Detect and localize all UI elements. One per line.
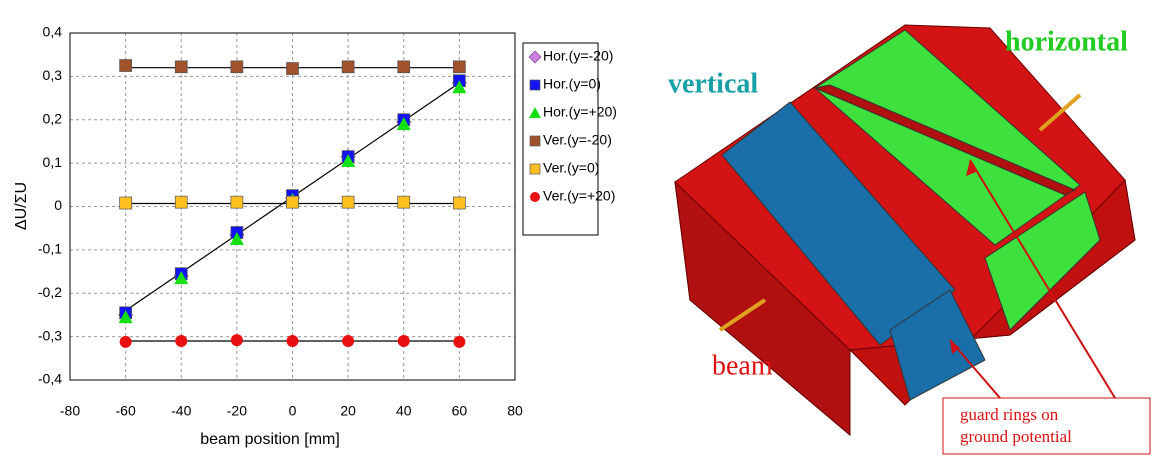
legend-label: Ver.(y=+20) [543, 188, 615, 204]
marker [453, 60, 466, 74]
y-tick-label: -0,4 [38, 371, 62, 387]
marker [119, 196, 132, 210]
legend-marker [529, 135, 541, 147]
legend-label: Ver.(y=-20) [543, 132, 612, 148]
vertical-electrode [721, 101, 956, 346]
marker [175, 334, 188, 347]
y-tick-label: 0,1 [43, 154, 63, 170]
legend-label: Hor.(y=0) [543, 76, 601, 92]
legend-marker [529, 79, 541, 91]
marker [174, 60, 188, 74]
vertical-electrode-lower [889, 289, 986, 401]
marker [341, 195, 355, 209]
beam-pipe [718, 298, 767, 332]
annotation-box [942, 397, 1151, 455]
y-tick-label: 0,4 [43, 24, 63, 40]
marker [174, 271, 189, 285]
x-tick-label: 60 [452, 403, 468, 419]
legend-marker [529, 107, 541, 118]
marker [118, 310, 133, 324]
arrow [969, 159, 1116, 399]
marker [230, 60, 244, 74]
x-tick-label: 0 [289, 403, 297, 419]
legend-label: Hor.(y=-20) [543, 48, 613, 64]
x-tick-label: -20 [227, 403, 247, 419]
x-tick-label: 20 [340, 403, 356, 419]
legend-marker [529, 163, 541, 175]
annotation: guard rings on [960, 405, 1059, 424]
guard-ring [813, 84, 1077, 196]
marker [453, 335, 466, 348]
marker [119, 335, 132, 348]
plot-frame [69, 32, 516, 381]
marker [286, 195, 299, 209]
x-axis-label: beam position [mm] [200, 431, 340, 448]
y-tick-label: -0,3 [38, 327, 62, 343]
x-tick-label: 80 [507, 403, 523, 419]
legend-label: Hor.(y=+20) [543, 104, 617, 120]
annotation: ground potential [960, 427, 1072, 446]
marker [453, 196, 466, 210]
front-face [674, 180, 851, 437]
x-tick-label: -60 [116, 403, 136, 419]
arrow-head [950, 340, 960, 354]
marker [396, 117, 411, 131]
marker [230, 195, 244, 209]
legend-label: Ver.(y=0) [543, 160, 599, 176]
marker [119, 59, 132, 72]
marker [341, 60, 355, 74]
marker [397, 334, 410, 347]
x-tick-label: 40 [396, 403, 412, 419]
beam-pipe [1038, 93, 1082, 132]
marker [452, 80, 467, 94]
x-tick-label: -80 [60, 403, 80, 419]
legend-marker [528, 50, 542, 64]
label: horizontal [1005, 26, 1128, 57]
marker [286, 334, 299, 347]
marker [397, 60, 411, 74]
y-tick-label: 0,3 [43, 67, 63, 83]
detector-diagram: vertical horizontal beam guard rings on … [668, 24, 1151, 455]
marker [229, 232, 244, 246]
x-tick-label: -40 [171, 403, 191, 419]
marker [342, 334, 355, 347]
horizontal-electrode-lower [984, 191, 1101, 331]
marker [174, 195, 188, 209]
y-tick-label: 0,2 [43, 110, 63, 126]
y-tick-label: 0 [54, 197, 62, 213]
y-axis-label: ΔU/ΣU [13, 182, 30, 230]
y-tick-label: -0,1 [38, 241, 62, 257]
marker [341, 153, 356, 167]
label: beam [712, 350, 773, 381]
arrow-head [966, 160, 976, 176]
marker [397, 195, 411, 209]
arrow [949, 339, 1001, 399]
marker [230, 334, 243, 347]
y-tick-label: -0,2 [38, 284, 62, 300]
label: vertical [668, 68, 758, 99]
legend-marker [530, 192, 540, 202]
marker [286, 62, 299, 75]
